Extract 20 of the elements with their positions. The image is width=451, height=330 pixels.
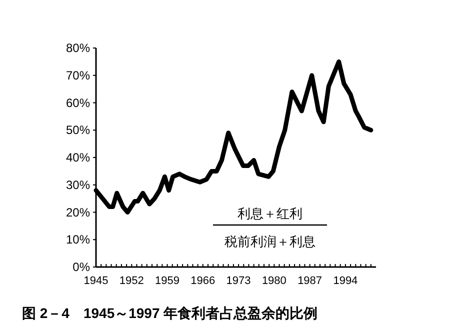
y-tick-label: 10% <box>66 232 90 247</box>
x-tick-label: 1980 <box>262 275 286 287</box>
x-tick-label: 1952 <box>119 275 144 287</box>
x-tick-label: 1966 <box>190 275 216 287</box>
y-tick-label: 60% <box>66 96 90 110</box>
text: 图 2－4 1945～1997 年食利者占总盈余的比例 <box>22 305 318 321</box>
x-tick-label: 1945 <box>84 275 108 287</box>
y-tick-label: 0% <box>72 260 90 274</box>
x-tick-label: 1973 <box>226 275 251 287</box>
y-tick-label: 80% <box>66 41 90 55</box>
y-tick-label: 70% <box>66 68 90 82</box>
x-tick-label: 1994 <box>333 275 358 287</box>
x-tick-label: 1987 <box>298 275 322 287</box>
y-tick-label: 20% <box>66 205 90 220</box>
annotation: 税前利润＋利息 <box>224 234 316 249</box>
y-tick-label: 30% <box>66 178 90 192</box>
y-tick-label: 50% <box>66 123 90 138</box>
annotation: 利息＋红利 <box>238 206 302 221</box>
x-tick-label: 1959 <box>155 275 180 287</box>
y-tick-label: 40% <box>66 150 90 164</box>
